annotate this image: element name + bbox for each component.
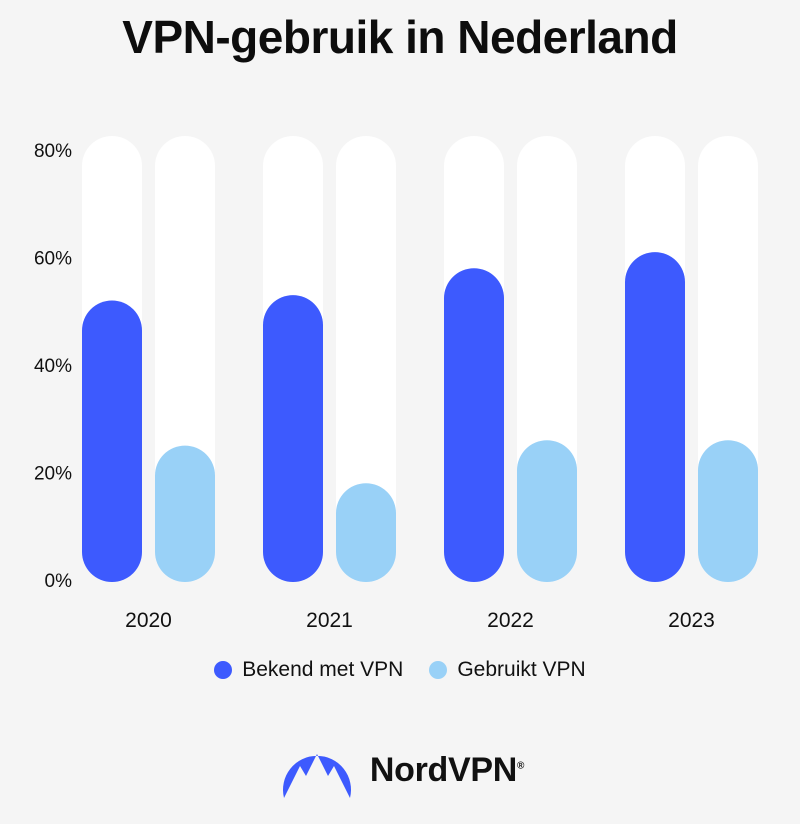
brand-logo: NordVPN® <box>0 740 800 800</box>
y-tick-label: 0% <box>45 571 73 592</box>
y-tick-label: 40% <box>34 356 72 377</box>
legend-label-bekend: Bekend met VPN <box>242 658 404 681</box>
bar-2020-bekend <box>82 300 142 582</box>
y-tick-label: 20% <box>34 464 72 485</box>
chart-title: VPN-gebruik in Nederland <box>122 11 678 63</box>
nordvpn-mountain-icon <box>282 754 351 798</box>
bar-2023-bekend <box>625 252 685 582</box>
bar-chart: 0% 20% 40% 60% 80% 2020 2021 2022 2023 <box>34 136 758 630</box>
bar-2023-gebruikt <box>698 440 758 582</box>
x-tick-label: 2022 <box>487 609 534 630</box>
y-tick-label: 60% <box>34 249 72 270</box>
legend: Bekend met VPN Gebruikt VPN <box>0 658 800 682</box>
legend-swatch-gebruikt <box>429 661 448 679</box>
x-tick-label: 2023 <box>668 609 715 630</box>
bar-track <box>336 136 396 582</box>
legend-label-gebruikt: Gebruikt VPN <box>457 658 586 681</box>
bar-2022-gebruikt <box>517 440 577 582</box>
legend-item-bekend: Bekend met VPN <box>214 658 403 682</box>
bar-2021-bekend <box>263 295 323 582</box>
bar-2022-bekend <box>444 268 504 582</box>
legend-swatch-bekend <box>214 661 233 679</box>
brand-name: NordVPN® <box>369 750 525 789</box>
bar-2020-gebruikt <box>155 445 215 582</box>
y-tick-label: 80% <box>34 141 72 162</box>
x-tick-label: 2021 <box>306 609 353 630</box>
x-tick-label: 2020 <box>125 609 172 630</box>
legend-item-gebruikt: Gebruikt VPN <box>429 658 586 682</box>
bar-2021-gebruikt <box>336 483 396 582</box>
